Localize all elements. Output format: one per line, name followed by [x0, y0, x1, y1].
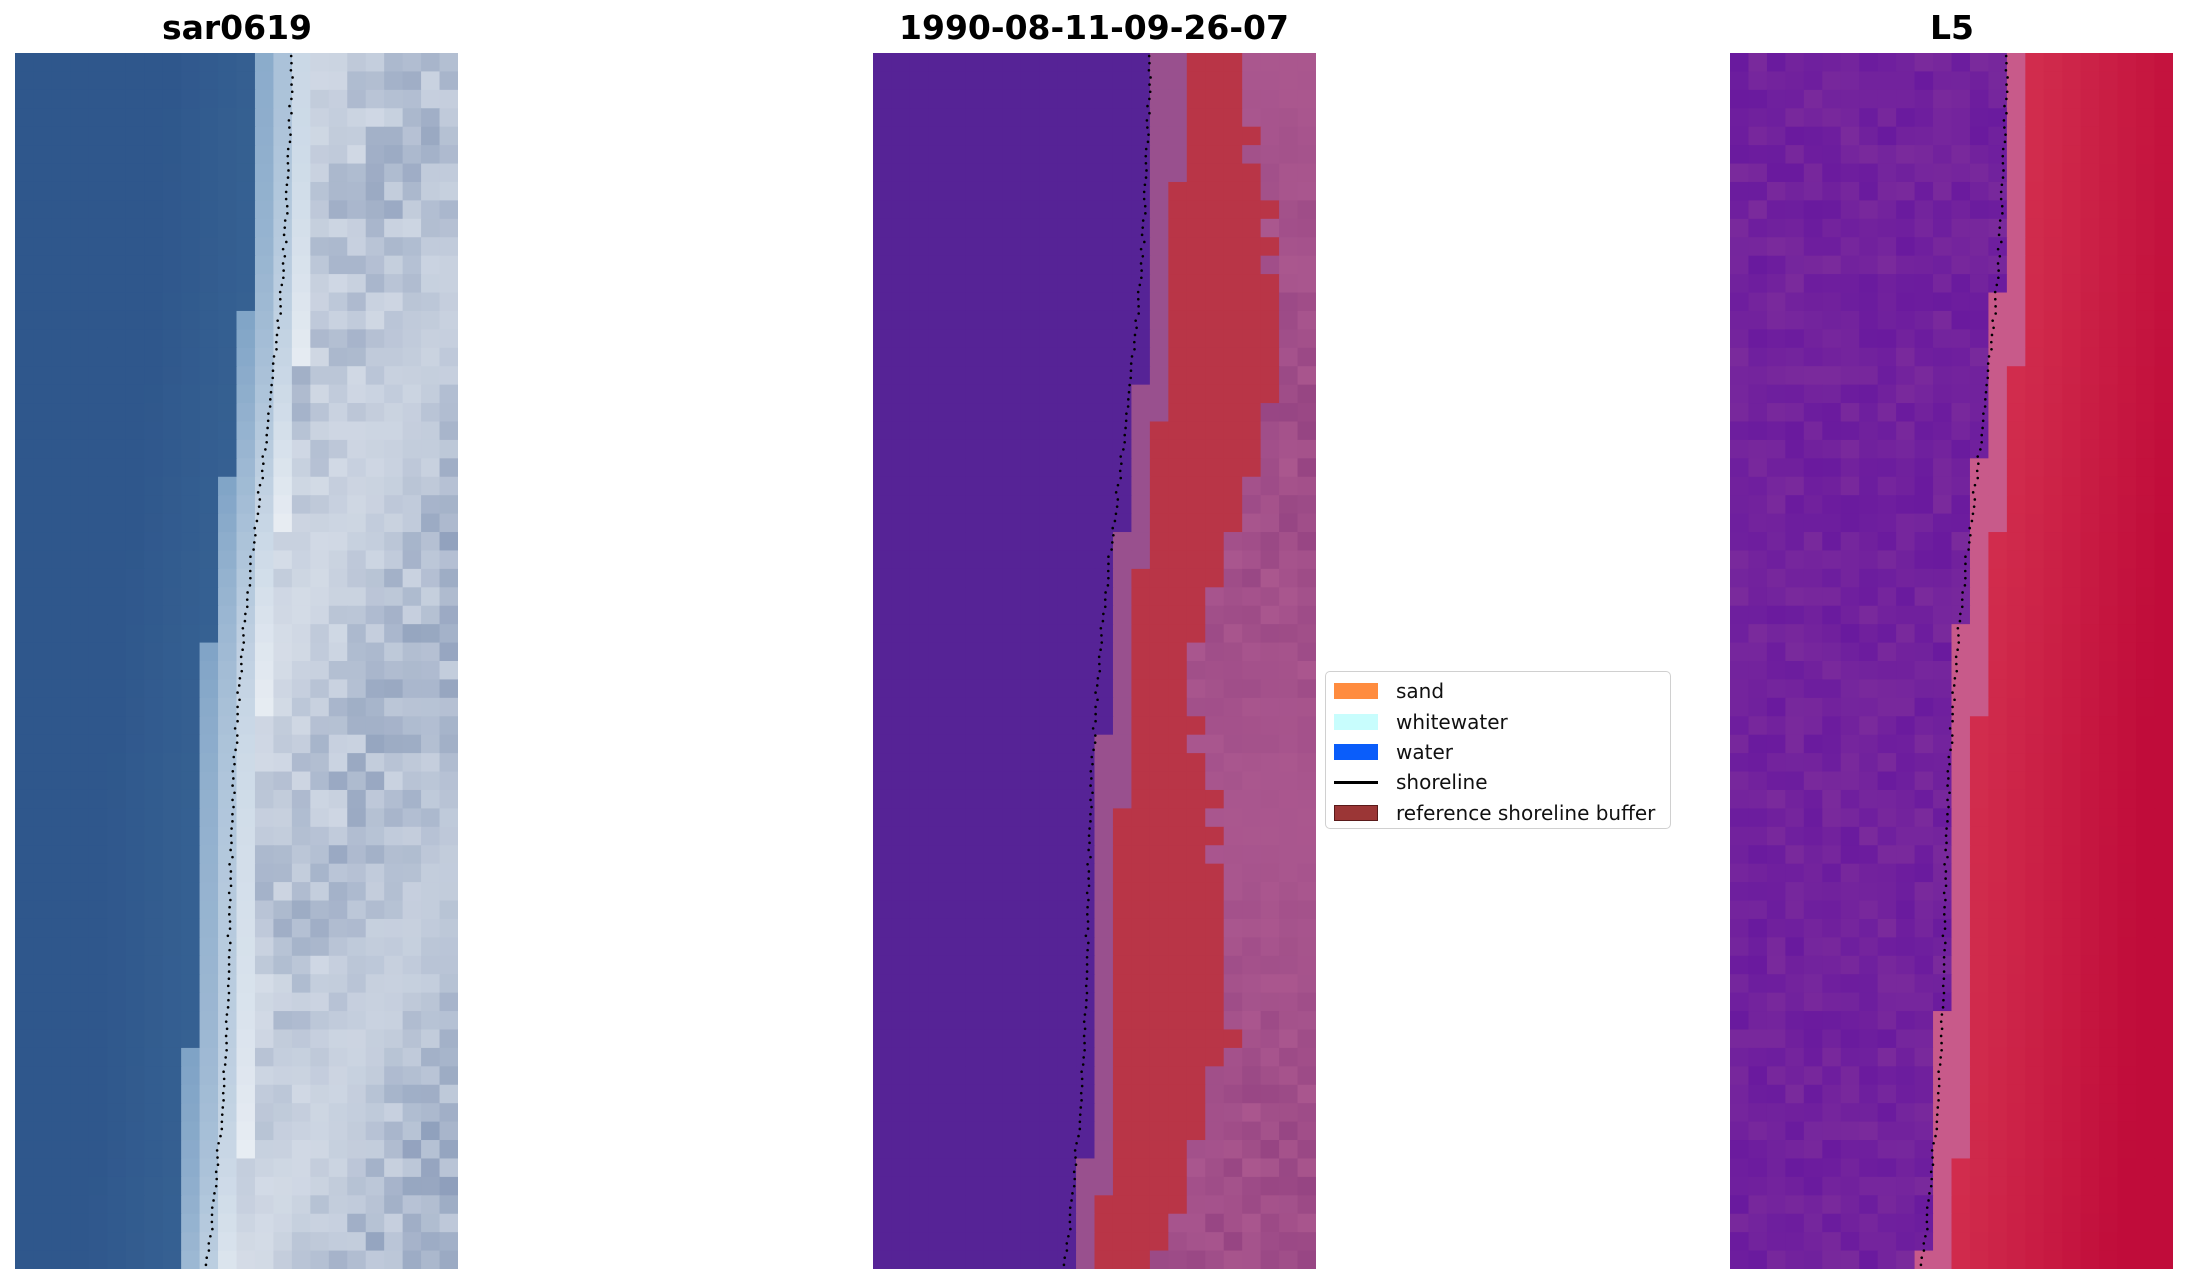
- reference-buffer-swatch: [1334, 804, 1378, 821]
- classified-image: [873, 53, 1316, 1269]
- panel-title-index: L5: [1930, 8, 1974, 47]
- rgb-image: [15, 53, 458, 1269]
- legend: sand whitewater water shoreline referenc…: [1325, 671, 1671, 829]
- classified-image-panel: [873, 53, 1316, 1269]
- legend-item-shoreline: shoreline: [1334, 767, 1662, 797]
- legend-label-water: water: [1396, 739, 1453, 764]
- panel-title-rgb: sar0619: [161, 8, 313, 47]
- rgb-image-panel: [15, 53, 458, 1269]
- legend-label-reference-buffer: reference shoreline buffer: [1396, 800, 1656, 825]
- sand-swatch: [1334, 683, 1378, 700]
- whitewater-swatch: [1334, 713, 1378, 730]
- legend-item-whitewater: whitewater: [1334, 706, 1662, 736]
- legend-label-shoreline: shoreline: [1396, 770, 1488, 795]
- legend-item-water: water: [1334, 737, 1662, 767]
- legend-label-whitewater: whitewater: [1396, 709, 1508, 734]
- legend-item-sand: sand: [1334, 676, 1662, 706]
- legend-item-reference-buffer: reference shoreline buffer: [1334, 798, 1662, 828]
- panel-title-classified: 1990-08-11-09-26-07: [899, 8, 1289, 47]
- water-swatch: [1334, 743, 1378, 760]
- index-image-panel: [1730, 53, 2173, 1269]
- index-image: [1730, 53, 2173, 1269]
- shoreline-line-swatch: [1334, 780, 1378, 784]
- legend-label-sand: sand: [1396, 679, 1445, 704]
